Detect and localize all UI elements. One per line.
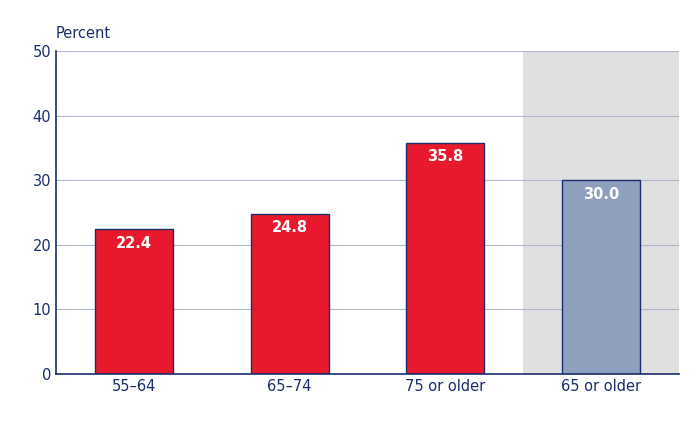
Text: 35.8: 35.8: [427, 149, 463, 164]
Bar: [95, 230, 173, 374]
Text: 30.0: 30.0: [583, 187, 620, 201]
Bar: [251, 214, 328, 374]
Text: Percent: Percent: [56, 26, 111, 41]
Bar: [524, 51, 679, 374]
Text: 24.8: 24.8: [272, 220, 308, 235]
Text: 22.4: 22.4: [116, 236, 152, 251]
Bar: [562, 180, 640, 374]
Bar: [407, 143, 484, 374]
